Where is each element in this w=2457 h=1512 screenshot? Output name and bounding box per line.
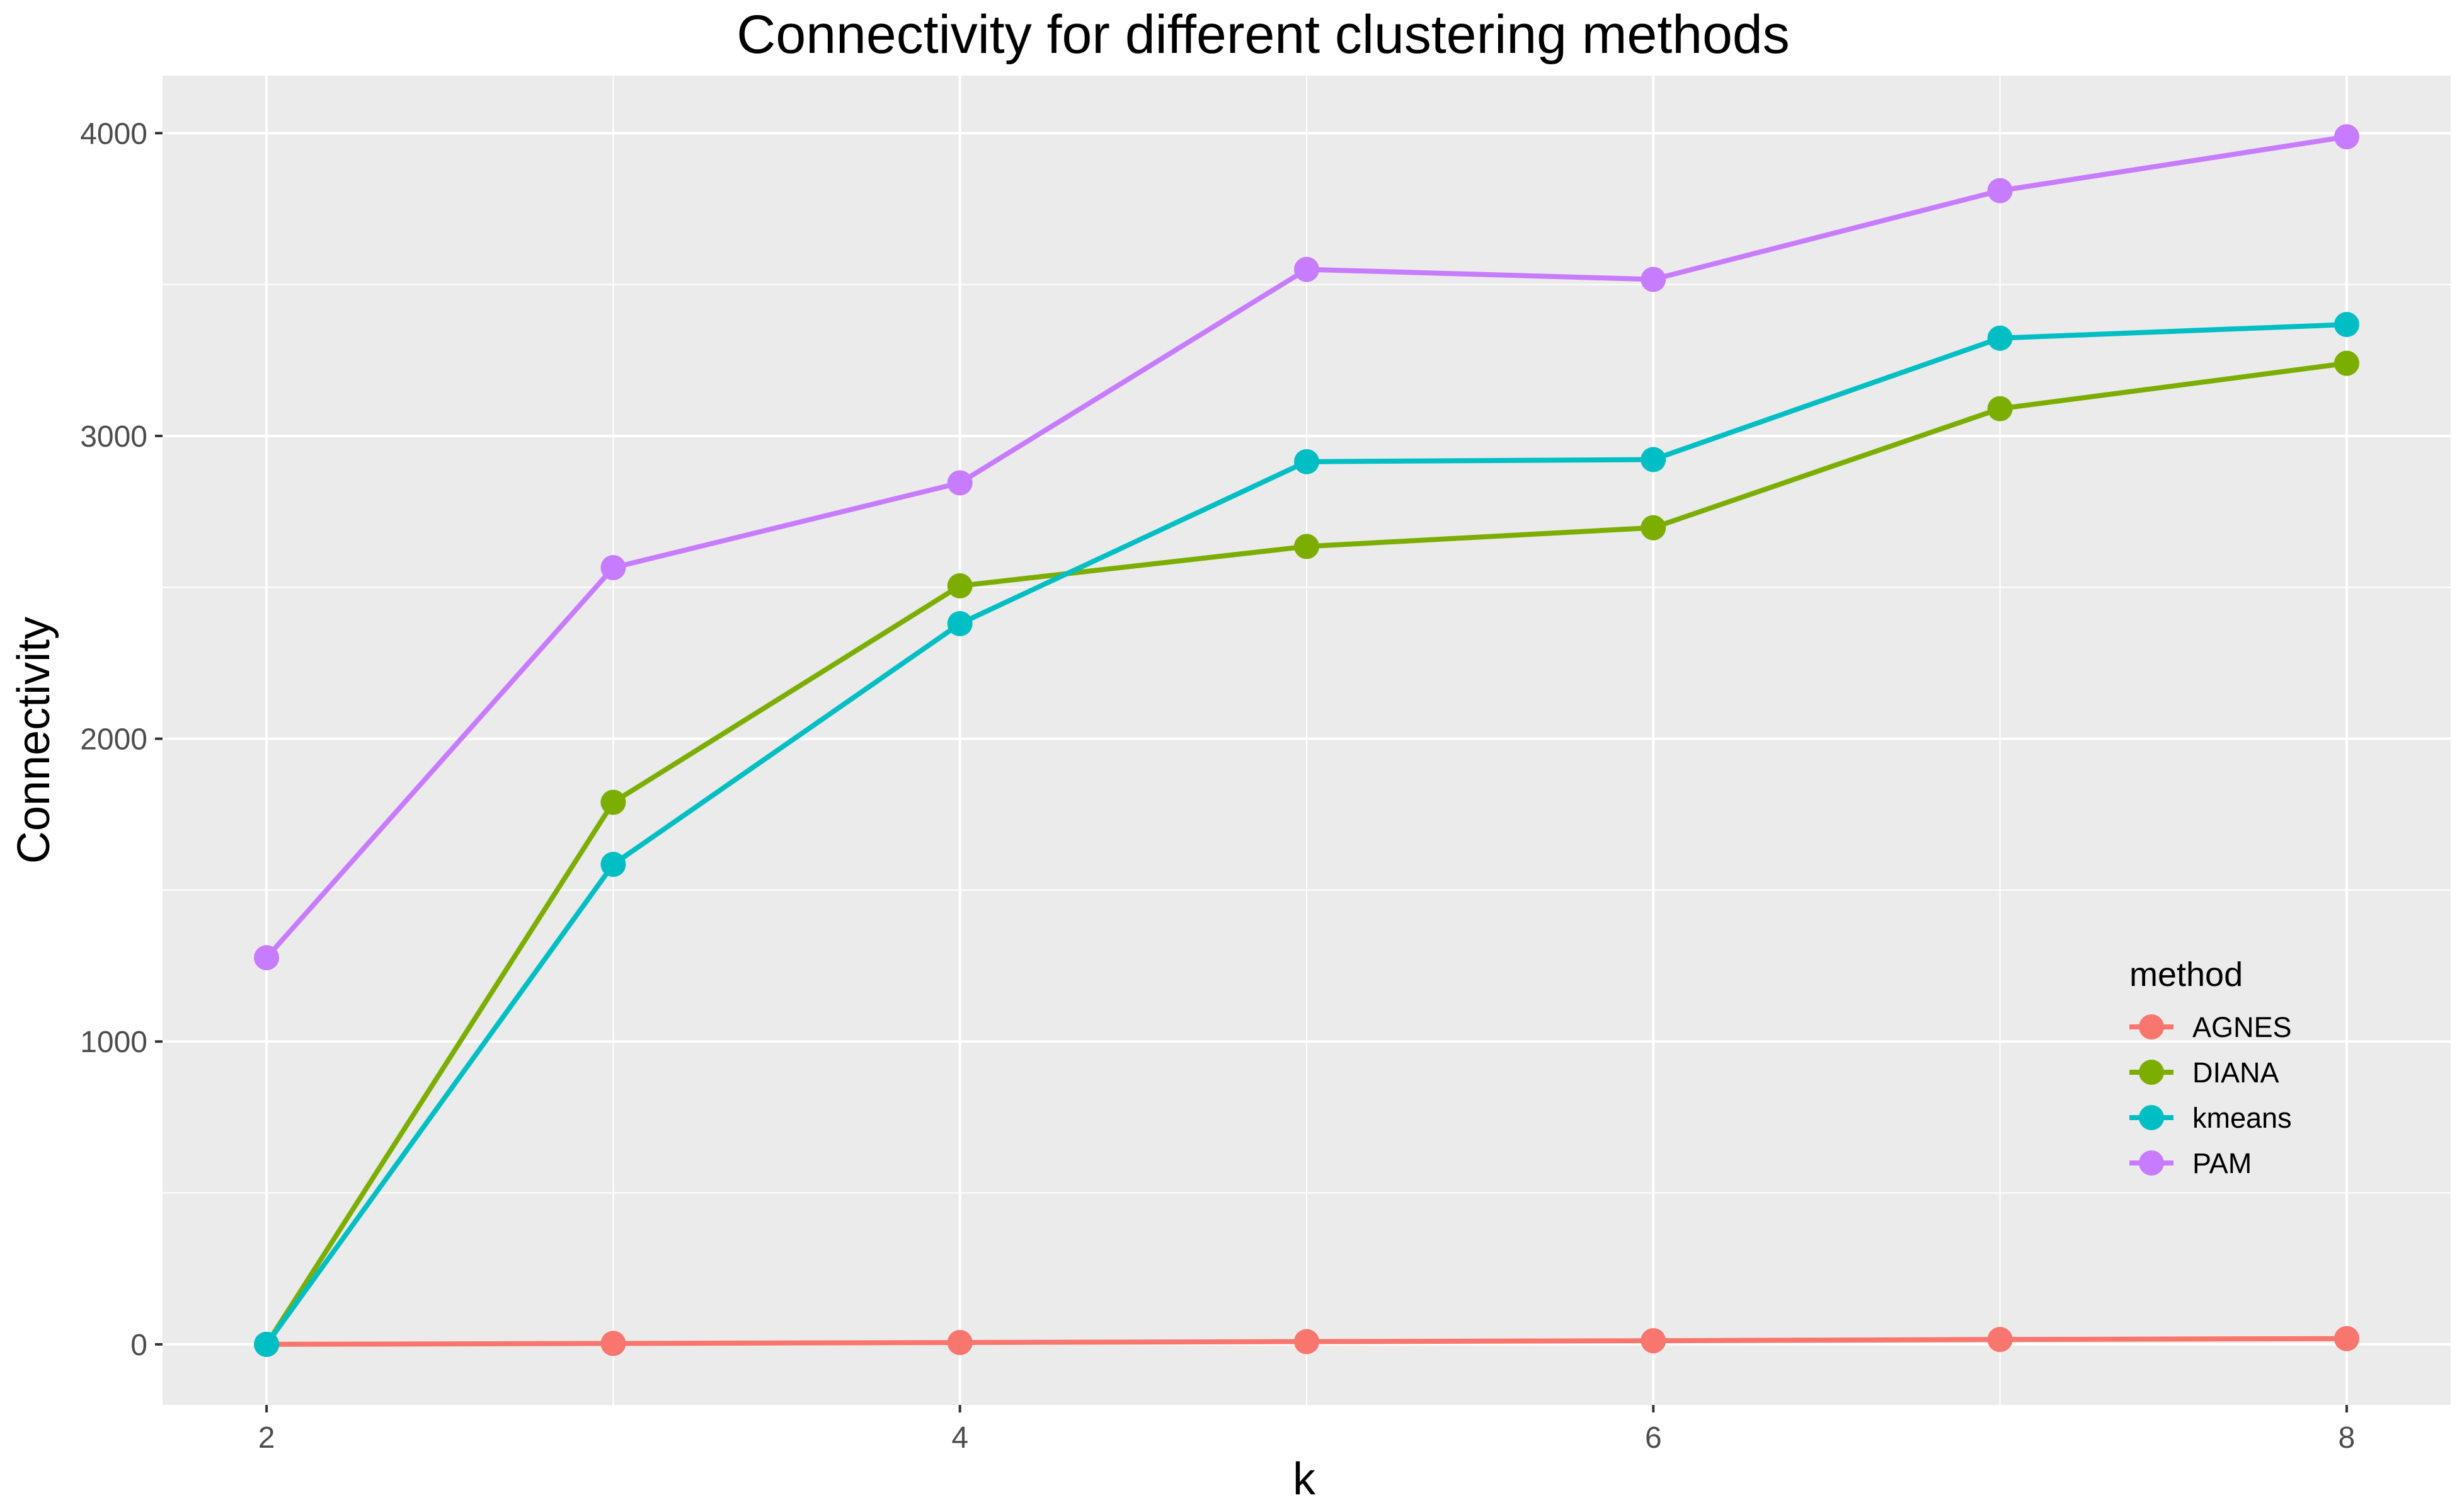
legend-label-kmeans: kmeans — [2192, 1102, 2292, 1134]
data-point-kmeans — [947, 610, 973, 636]
data-point-diana — [600, 789, 626, 815]
major-gridlines — [163, 76, 2451, 1405]
data-point-agnes — [2334, 1326, 2359, 1351]
series-layer — [254, 124, 2359, 1357]
data-point-pam — [1641, 266, 1666, 292]
x-tick-label: 6 — [1645, 1421, 1662, 1455]
chart-title: Connectivity for different clustering me… — [736, 4, 1789, 65]
data-point-diana — [1294, 534, 1319, 559]
data-point-kmeans — [1641, 447, 1666, 472]
legend-key-agnes — [2129, 1014, 2174, 1040]
x-tick-label: 2 — [258, 1421, 275, 1455]
legend-key-pam — [2129, 1150, 2174, 1176]
data-point-pam — [600, 555, 626, 581]
x-tick-label: 8 — [2339, 1421, 2356, 1455]
data-point-agnes — [1294, 1329, 1319, 1354]
data-point-diana — [1641, 515, 1666, 541]
data-point-kmeans — [1987, 325, 2013, 351]
legend-key-point — [2139, 1014, 2164, 1040]
y-axis-ticks: 0 1000 2000 3000 4000 — [80, 117, 163, 1362]
data-point-agnes — [947, 1329, 973, 1355]
x-axis-title: k — [1293, 1454, 1316, 1504]
data-point-kmeans — [254, 1331, 280, 1357]
data-point-pam — [1987, 178, 2013, 203]
y-tick-label: 4000 — [80, 117, 147, 151]
data-point-agnes — [600, 1331, 626, 1356]
x-tick-label: 4 — [951, 1421, 968, 1455]
y-tick-label: 1000 — [80, 1026, 147, 1059]
legend-label-agnes: AGNES — [2192, 1011, 2292, 1043]
data-point-kmeans — [2334, 312, 2359, 338]
minor-gridlines — [163, 76, 2451, 1405]
data-point-diana — [947, 573, 973, 598]
legend-title: method — [2129, 956, 2243, 994]
legend-key-point — [2139, 1150, 2164, 1176]
legend-label-diana: DIANA — [2192, 1057, 2279, 1089]
data-point-kmeans — [1294, 449, 1319, 474]
y-tick-label: 0 — [130, 1329, 147, 1362]
legend-key-kmeans — [2129, 1105, 2174, 1130]
data-point-agnes — [1641, 1328, 1666, 1354]
data-point-agnes — [1987, 1327, 2013, 1353]
legend: method AGNES DIANA kmeans PAM — [2129, 956, 2292, 1179]
data-point-diana — [1987, 396, 2013, 421]
data-point-pam — [254, 945, 280, 971]
x-axis-ticks: 2 4 6 8 — [258, 1405, 2356, 1455]
data-point-pam — [2334, 124, 2359, 150]
data-point-pam — [947, 470, 973, 496]
legend-key-point — [2139, 1105, 2164, 1130]
y-axis-title: Connectivity — [9, 617, 59, 864]
data-point-pam — [1294, 256, 1319, 282]
y-tick-label: 3000 — [80, 420, 147, 454]
legend-label-pam: PAM — [2192, 1147, 2252, 1179]
y-tick-label: 2000 — [80, 723, 147, 757]
legend-key-diana — [2129, 1060, 2174, 1085]
data-point-diana — [2334, 350, 2359, 376]
legend-key-point — [2139, 1060, 2164, 1085]
data-point-kmeans — [600, 852, 626, 878]
